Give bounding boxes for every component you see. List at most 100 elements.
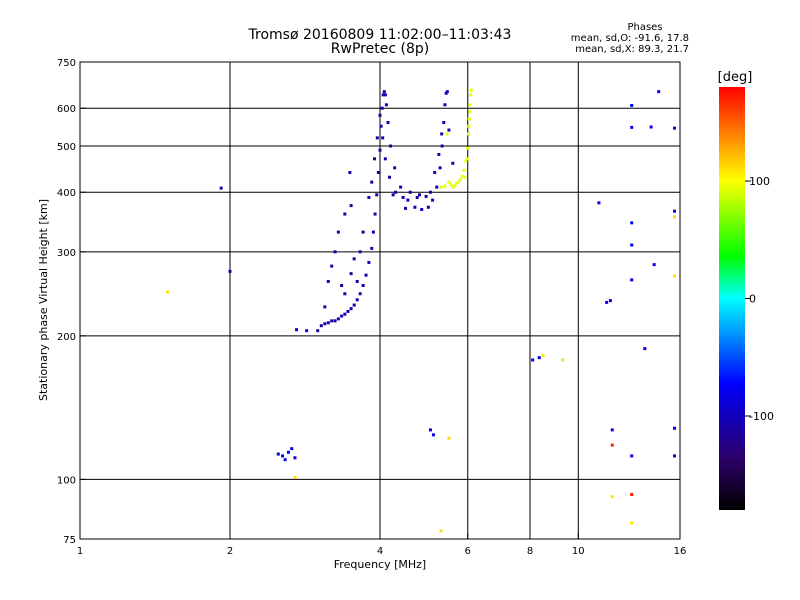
- data-point: [440, 144, 444, 148]
- data-point: [406, 198, 410, 202]
- data-point: [358, 250, 362, 254]
- data-point: [293, 475, 297, 479]
- data-point: [630, 125, 634, 129]
- data-point: [228, 269, 232, 273]
- data-point: [608, 299, 612, 303]
- data-point: [305, 329, 309, 333]
- data-point: [340, 314, 344, 318]
- data-point: [403, 206, 407, 210]
- data-point: [352, 257, 356, 261]
- data-point: [462, 168, 466, 172]
- data-point: [447, 436, 451, 440]
- y-tick-label: 600: [57, 104, 76, 115]
- data-point: [375, 193, 379, 197]
- x-tick-label: 4: [377, 546, 383, 557]
- data-point: [442, 121, 446, 125]
- data-point: [673, 454, 677, 458]
- y-tick-label: 500: [57, 142, 76, 153]
- data-point: [349, 204, 353, 208]
- data-point: [467, 124, 471, 128]
- data-point: [399, 185, 403, 189]
- data-point: [352, 303, 356, 307]
- data-point: [219, 186, 223, 190]
- data-point: [630, 221, 634, 225]
- data-point: [431, 433, 435, 437]
- y-axis-label: Stationary phase Virtual Height [km]: [37, 199, 50, 401]
- data-point: [673, 274, 677, 278]
- data-point: [355, 298, 359, 302]
- data-point: [420, 207, 424, 211]
- data-point: [382, 90, 386, 94]
- data-point: [469, 93, 473, 97]
- y-tick-label: 750: [57, 58, 76, 69]
- data-point: [444, 91, 448, 95]
- y-tick-label: 100: [57, 475, 76, 486]
- data-point: [355, 279, 359, 283]
- data-point: [451, 161, 455, 165]
- data-point: [445, 90, 449, 94]
- data-point: [464, 159, 468, 163]
- data-point: [367, 260, 371, 264]
- data-point: [330, 319, 334, 323]
- data-point: [443, 184, 447, 188]
- data-point: [467, 117, 471, 121]
- data-point: [630, 103, 634, 107]
- data-point: [346, 309, 350, 313]
- x-axis-label: Frequency [MHz]: [334, 558, 426, 571]
- y-tick-label: 400: [57, 188, 76, 199]
- data-point: [286, 450, 290, 454]
- data-point: [394, 190, 398, 194]
- stats-header: Phases: [627, 22, 663, 33]
- data-point: [381, 93, 385, 97]
- data-point: [376, 170, 380, 174]
- data-point: [343, 212, 347, 216]
- data-point: [424, 194, 428, 198]
- data-point: [431, 198, 435, 202]
- y-tick-label: 75: [63, 535, 76, 546]
- data-point: [439, 185, 443, 189]
- data-point: [447, 128, 451, 132]
- data-point: [349, 272, 353, 276]
- data-point: [630, 521, 634, 525]
- data-point: [541, 353, 545, 357]
- data-point: [630, 278, 634, 282]
- data-point: [349, 307, 353, 311]
- data-point: [460, 174, 464, 178]
- data-point: [326, 279, 330, 283]
- data-point: [428, 190, 432, 194]
- data-point: [373, 157, 377, 161]
- data-point: [323, 322, 327, 326]
- data-point: [383, 157, 387, 161]
- data-points: [166, 88, 677, 533]
- x-tick-label: 16: [674, 546, 687, 557]
- data-point: [447, 180, 451, 184]
- data-point: [657, 90, 661, 94]
- data-point: [319, 324, 323, 328]
- data-point: [361, 230, 365, 234]
- grid-lines: [80, 62, 680, 539]
- data-point: [281, 454, 285, 458]
- data-point: [466, 132, 470, 136]
- data-point: [378, 148, 382, 152]
- data-point: [455, 181, 459, 185]
- data-point: [610, 495, 614, 499]
- data-point: [428, 428, 432, 432]
- data-point: [531, 358, 535, 362]
- data-point: [336, 230, 340, 234]
- colorbar: [719, 87, 745, 510]
- data-point: [340, 283, 344, 287]
- data-point: [380, 106, 384, 110]
- data-point: [391, 193, 395, 197]
- data-point: [378, 113, 382, 117]
- data-point: [415, 195, 419, 199]
- data-point: [408, 190, 412, 194]
- data-point: [597, 201, 601, 205]
- x-tick-label: 6: [465, 546, 471, 557]
- data-point: [673, 426, 677, 430]
- data-point: [370, 246, 374, 250]
- data-point: [468, 110, 472, 114]
- data-point: [323, 305, 327, 309]
- data-point: [295, 328, 299, 332]
- data-point: [433, 170, 437, 174]
